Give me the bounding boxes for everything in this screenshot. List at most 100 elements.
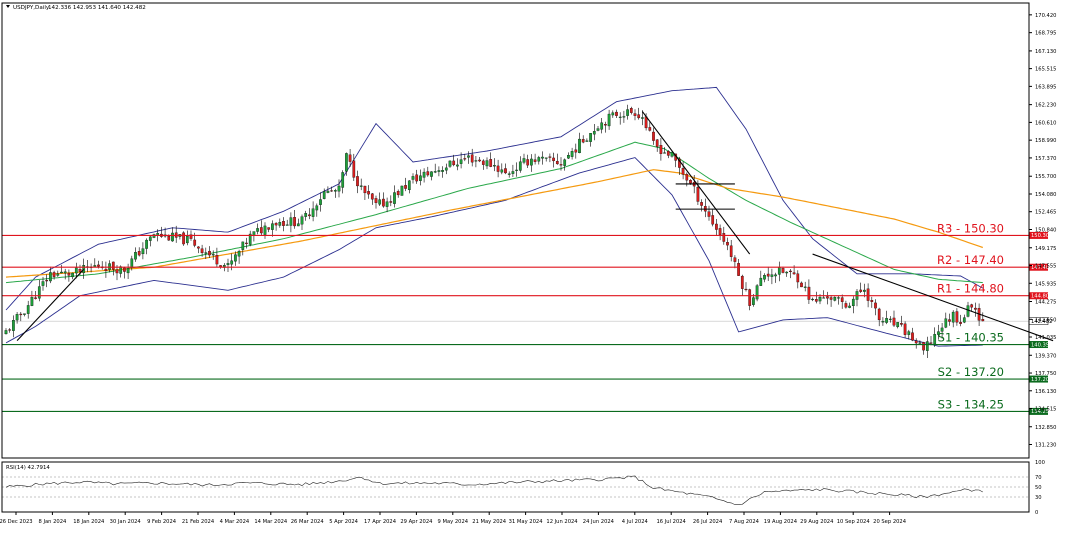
- candle-body: [737, 263, 740, 276]
- instrument-symbol: USDJPY,Daily: [13, 5, 50, 11]
- candle-body: [211, 254, 215, 256]
- candle-body: [400, 185, 404, 196]
- candle-body: [914, 340, 918, 344]
- candle-body: [874, 302, 877, 309]
- candle-body: [426, 171, 430, 176]
- candle-body: [648, 127, 652, 131]
- candle-body: [481, 160, 485, 165]
- y-tick-label: 150.840: [1035, 228, 1056, 234]
- y-tick-label: 163.895: [1035, 84, 1056, 90]
- x-tick-label: 19 Aug 2024: [764, 519, 798, 525]
- rsi-line: [5, 475, 983, 505]
- candle-body: [567, 155, 570, 159]
- candle-body: [633, 113, 637, 116]
- candle-body: [851, 298, 855, 307]
- x-tick-label: 20 Sep 2024: [873, 519, 907, 525]
- candle-body: [485, 160, 489, 167]
- x-tick-label: 16 Jul 2024: [657, 519, 687, 525]
- candle-body: [785, 271, 789, 274]
- candle-body: [459, 159, 463, 164]
- candle-body: [818, 296, 822, 302]
- candle-body: [681, 168, 685, 175]
- candle-body: [319, 199, 322, 205]
- candle-body: [955, 311, 959, 323]
- candle-body: [141, 248, 145, 255]
- candle-body: [903, 323, 907, 335]
- candle-body: [518, 161, 522, 171]
- candle-body: [189, 234, 193, 239]
- candle-body: [296, 223, 300, 227]
- level-price-tag-text: 137.200: [1031, 377, 1052, 383]
- candle-body: [622, 116, 626, 118]
- candle-body: [933, 334, 937, 345]
- candle-body: [881, 321, 885, 323]
- candle-body: [41, 281, 45, 286]
- candle-body: [581, 139, 585, 143]
- candle-body: [152, 234, 156, 238]
- level-label: R3 - 150.30: [937, 221, 1004, 235]
- candle-body: [559, 164, 563, 166]
- candle-body: [918, 342, 922, 344]
- y-tick-label: 134.515: [1035, 406, 1056, 412]
- y-tick-label: 167.130: [1035, 49, 1056, 55]
- candle-body: [407, 180, 411, 191]
- candle-body: [500, 169, 504, 173]
- candle-body: [370, 193, 374, 200]
- candle-body: [415, 174, 419, 182]
- candle-body: [844, 303, 848, 308]
- current-price-tag-text: 142.482: [1031, 319, 1052, 325]
- candle-body: [34, 297, 37, 299]
- candle-body: [134, 252, 137, 260]
- x-tick-label: 9 Feb 2024: [147, 519, 177, 525]
- x-tick-label: 18 Jan 2024: [73, 519, 105, 525]
- candle-body: [607, 113, 611, 127]
- candle-body: [78, 269, 82, 272]
- candle-body: [382, 198, 385, 207]
- candle-body: [345, 153, 348, 172]
- candle-body: [689, 180, 692, 184]
- candle-body: [822, 297, 826, 299]
- candle-body: [533, 159, 537, 162]
- price-panel-frame: [1, 2, 1030, 459]
- candle-body: [167, 236, 171, 241]
- candle-body: [311, 208, 315, 217]
- candle-body: [430, 171, 433, 177]
- candle-body: [974, 307, 977, 310]
- candle-body: [204, 252, 208, 254]
- bollinger-upper-band: [5, 86, 984, 311]
- candle-body: [948, 319, 951, 322]
- candle-body: [789, 270, 792, 273]
- candle-body: [922, 342, 925, 351]
- candle-body: [237, 251, 241, 257]
- candle-body: [666, 151, 670, 156]
- x-tick-label: 29 Apr 2024: [400, 519, 433, 525]
- trendline: [16, 269, 85, 342]
- rsi-panel-frame: [1, 461, 1030, 513]
- level-label: S2 - 137.20: [938, 365, 1004, 379]
- candle-body: [759, 277, 763, 286]
- candle-body: [363, 185, 367, 194]
- candle-body: [522, 158, 526, 163]
- candle-body: [23, 313, 26, 315]
- candle-body: [840, 297, 844, 302]
- y-tick-label: 145.935: [1035, 281, 1056, 287]
- candle-body: [326, 190, 330, 193]
- candle-body: [826, 296, 829, 299]
- x-tick-label: 14 Mar 2024: [254, 519, 288, 525]
- level-label: S1 - 140.35: [938, 331, 1004, 345]
- candle-body: [474, 160, 478, 162]
- y-tick-label: 170.420: [1035, 13, 1056, 19]
- candle-body: [585, 140, 589, 142]
- level-price-tag-text: 134.250: [1031, 409, 1052, 415]
- y-tick-label: 139.370: [1035, 353, 1056, 359]
- bollinger-lower-band: [5, 157, 983, 347]
- candle-body: [763, 275, 766, 280]
- candle-body: [289, 217, 293, 226]
- candle-body: [274, 222, 278, 226]
- candle-body: [182, 232, 185, 245]
- candle-body: [419, 175, 422, 181]
- candle-body: [4, 330, 8, 335]
- candle-body: [959, 322, 962, 324]
- candle-body: [37, 286, 41, 299]
- candle-body: [774, 274, 777, 277]
